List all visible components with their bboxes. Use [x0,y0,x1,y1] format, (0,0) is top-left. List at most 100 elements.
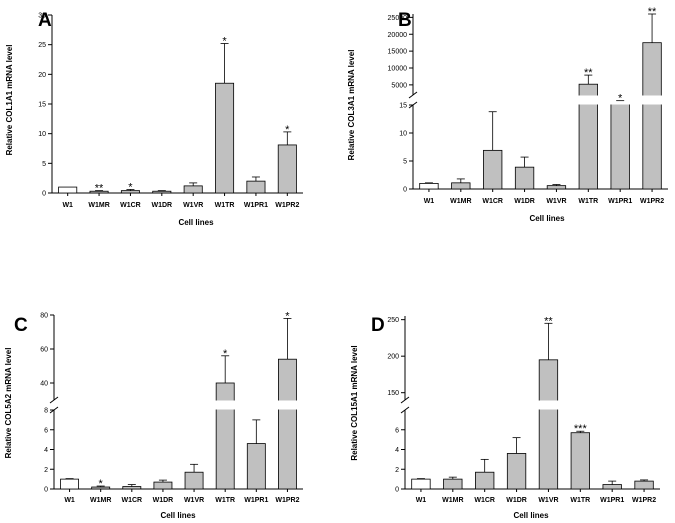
y-tick-label-c: 60 [40,347,48,354]
panel-letter-b: B [398,10,412,31]
y-tick-label-d: 2 [395,467,399,474]
x-tick-label-a-w1tr: W1TR [215,202,235,209]
bar-c-w1dr [153,481,173,490]
x-tick-label-c-w1mr: W1MR [90,497,111,504]
x-tick-label-a-w1pr2: W1PR2 [275,202,299,209]
y-tick-label-a: 15 [38,102,46,109]
x-tick-label-b-w1vr: W1VR [546,198,566,205]
x-axis-label-c: Cell lines [160,511,196,520]
axis-break-mark-b [408,101,418,109]
bar-a-w1dr [152,190,172,194]
x-tick-label-b-w1pr1: W1PR1 [608,198,632,205]
significance-label-d-w1tr: *** [574,423,588,435]
chart-col15a1: D Relative COL15A1 mRNA level Cell lines… [350,315,660,520]
y-tick-label-b: 0 [403,187,407,194]
y-tick-label-b: 15000 [388,49,408,56]
bar-a-w1vr [183,185,203,194]
significance-label-a-w1tr: * [222,35,227,47]
chart-col3a1: B Relative COL3A1 mRNA level Cell lines … [347,6,668,223]
y-axis-label-c: Relative COL5A2 mRNA level [4,348,13,459]
bar-break-gap-c-w1pr2 [277,400,298,410]
bar-d-w1 [411,478,431,490]
axis-break-mark-d [400,396,410,404]
bar-b-w1pr2 [642,42,662,190]
y-tick-label-d: 150 [387,390,399,397]
x-tick-label-d-w1cr: W1CR [474,497,495,504]
x-tick-label-a-w1cr: W1CR [120,202,141,209]
y-tick-label-b: 15 [399,103,407,110]
significance-label-d-w1vr: ** [544,315,553,327]
y-axis-label-a: Relative COL1A1 mRNA level [5,45,14,156]
significance-label-c-w1tr: * [223,348,228,360]
y-tick-label-b: 5 [403,159,407,166]
x-tick-label-b-w1mr: W1MR [450,198,471,205]
significance-label-c-w1pr2: * [285,310,290,322]
significance-label-c-w1mr: * [99,478,104,490]
bar-a-w1 [58,186,78,194]
panel-letter-c: C [14,315,28,336]
bar-break-gap-c-w1tr [215,400,236,410]
significance-label-a-w1cr: * [128,181,133,193]
x-tick-label-d-w1tr: W1TR [570,497,590,504]
y-tick-label-a: 20 [38,72,46,79]
x-tick-label-c-w1vr: W1VR [184,497,204,504]
x-axis-label-a: Cell lines [178,218,214,227]
y-tick-label-d: 6 [395,427,399,434]
bar-b-w1 [419,182,439,190]
x-tick-label-a-w1dr: W1DR [152,202,173,209]
bar-c-w1vr [184,471,204,490]
x-tick-label-c-w1dr: W1DR [153,497,174,504]
bar-d-w1vr [538,359,559,490]
x-tick-label-c-w1cr: W1CR [122,497,143,504]
bar-break-gap-d-w1vr [538,400,559,410]
bar-c-w1tr [215,382,235,490]
y-tick-label-c: 6 [44,427,48,434]
y-tick-label-b: 10000 [388,66,408,73]
x-axis-label-d: Cell lines [513,511,549,520]
significance-label-b-w1pr2: ** [648,6,657,18]
bar-b-w1vr [546,185,567,190]
y-tick-label-d: 200 [387,354,399,361]
axis-break-mark-d [400,406,410,414]
bar-d-w1cr [475,471,495,490]
y-tick-label-c: 0 [44,487,48,494]
y-tick-label-d: 4 [395,447,399,454]
x-axis-label-b: Cell lines [529,214,565,223]
y-tick-label-d: 250 [387,317,399,324]
x-tick-label-c-w1pr2: W1PR2 [275,497,299,504]
axis-break-mark-c [49,396,59,404]
y-tick-label-a: 30 [38,13,46,20]
bar-d-w1dr [506,453,527,490]
x-tick-label-c-w1: W1 [64,497,75,504]
bar-d-w1pr1 [602,484,622,490]
bar-b-w1mr [451,182,471,190]
bar-break-gap-b-w1tr [578,95,599,105]
x-tick-label-d-w1pr2: W1PR2 [632,497,656,504]
y-tick-label-c: 40 [40,381,48,388]
y-tick-label-b: 5000 [391,82,407,89]
x-tick-label-b-w1cr: W1CR [482,198,503,205]
bar-d-w1mr [443,478,463,490]
x-tick-label-b-w1pr2: W1PR2 [640,198,664,205]
x-tick-label-c-w1tr: W1TR [215,497,235,504]
y-tick-label-c: 8 [44,408,48,415]
y-tick-label-a: 0 [42,191,46,198]
x-tick-label-a-w1: W1 [62,202,73,209]
bar-break-gap-b-w1pr1 [609,95,631,105]
chart-col1a1: A Relative COL1A1 mRNA level Cell lines … [5,10,303,227]
y-axis-label-b: Relative COL3A1 mRNA level [347,50,356,161]
significance-label-b-w1tr: ** [584,67,593,79]
bar-c-w1pr1 [246,443,266,490]
bar-c-w1 [60,478,79,490]
x-tick-label-b-w1dr: W1DR [514,198,535,205]
significance-label-a-w1mr: ** [95,183,104,195]
y-tick-label-c: 4 [44,447,48,454]
y-tick-label-b: 20000 [388,32,408,39]
bar-a-w1tr [215,82,235,194]
bar-break-gap-b-w1pr2 [641,95,663,105]
x-tick-label-d-w1vr: W1VR [538,497,558,504]
x-tick-label-c-w1pr1: W1PR1 [244,497,268,504]
y-tick-label-d: 0 [395,487,399,494]
y-tick-label-a: 25 [38,42,46,49]
